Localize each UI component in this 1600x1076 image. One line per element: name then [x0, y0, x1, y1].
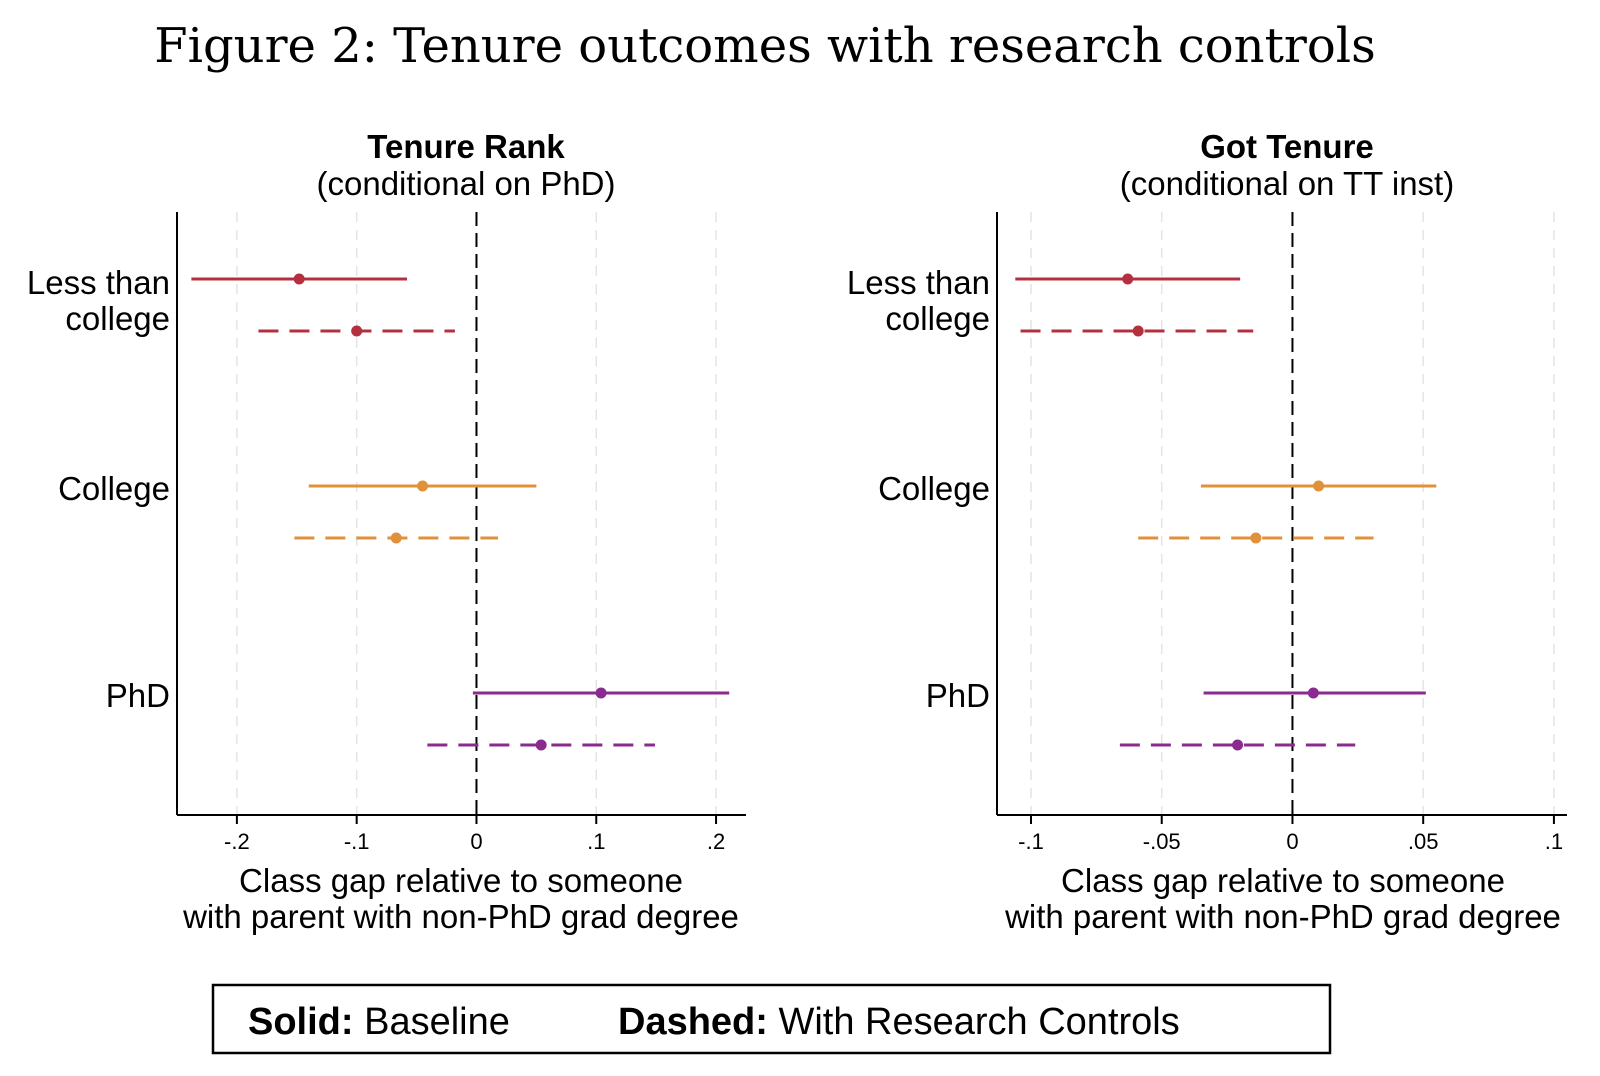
figure-title: Figure 2: Tenure outcomes with research …	[154, 18, 1375, 74]
point-estimate-dashed	[1132, 325, 1144, 337]
point-estimate-dashed	[1232, 739, 1244, 751]
legend-text: Solid: Baseline	[248, 1001, 510, 1043]
point-estimate-dashed	[390, 532, 402, 544]
x-tick-label: 0	[1286, 829, 1298, 854]
x-axis-title-line2: with parent with non-PhD grad degree	[182, 898, 739, 935]
panel-got-tenure: Got Tenure(conditional on TT inst) -.1 -.0…	[847, 128, 1567, 935]
panel-subtitle: (conditional on PhD)	[317, 165, 616, 202]
point-estimate-solid	[595, 687, 607, 699]
x-axis-title-line2: with parent with non-PhD grad degree	[1004, 898, 1561, 935]
x-tick-label: -.05	[1143, 829, 1181, 854]
x-tick-label: -.1	[1018, 829, 1044, 854]
legend-solid-key: Solid:	[248, 1001, 364, 1043]
point-estimate-solid	[1122, 273, 1134, 285]
x-tick-label: 0	[470, 829, 482, 854]
point-estimate-dashed	[351, 325, 363, 337]
category-label: College	[58, 470, 170, 507]
category-label: PhD	[926, 677, 990, 714]
category-label: Less than	[27, 264, 170, 301]
category-label: College	[878, 470, 990, 507]
point-estimate-dashed	[1250, 532, 1262, 544]
point-estimate-solid	[417, 480, 429, 492]
x-axis-title: Class gap relative to someone	[239, 862, 683, 899]
x-tick-label: .1	[1545, 829, 1563, 854]
panel-title: Got Tenure	[1200, 128, 1374, 165]
x-tick-label: -.1	[344, 829, 370, 854]
point-estimate-solid	[293, 273, 305, 285]
legend-dashed-key: Dashed:	[618, 1001, 778, 1043]
x-axis-title: Class gap relative to someone	[1061, 862, 1505, 899]
category-label: Less than	[847, 264, 990, 301]
legend-solid-label: Baseline	[364, 1001, 510, 1043]
legend: Solid: Baseline Dashed: With Research Co…	[211, 983, 1332, 1055]
category-label: college	[885, 300, 990, 337]
point-estimate-solid	[1313, 480, 1325, 492]
panel-subtitle: (conditional on TT inst)	[1120, 165, 1454, 202]
legend-box	[211, 983, 1332, 1055]
panel-tenure-rank: Tenure Rank(conditional on PhD) -.2 -.1 0 .1…	[27, 128, 746, 935]
legend-text-dashed: Dashed: With Research Controls	[618, 1001, 1180, 1043]
point-estimate-solid	[1307, 687, 1319, 699]
legend-dashed-label: With Research Controls	[778, 1001, 1179, 1043]
x-tick-label: .05	[1408, 829, 1439, 854]
category-label: PhD	[106, 677, 170, 714]
point-estimate-dashed	[535, 739, 547, 751]
category-label: college	[65, 300, 170, 337]
x-tick-label: .2	[707, 829, 725, 854]
panel-title: Tenure Rank	[367, 128, 565, 165]
x-tick-label: .1	[587, 829, 605, 854]
x-tick-label: -.2	[224, 829, 250, 854]
